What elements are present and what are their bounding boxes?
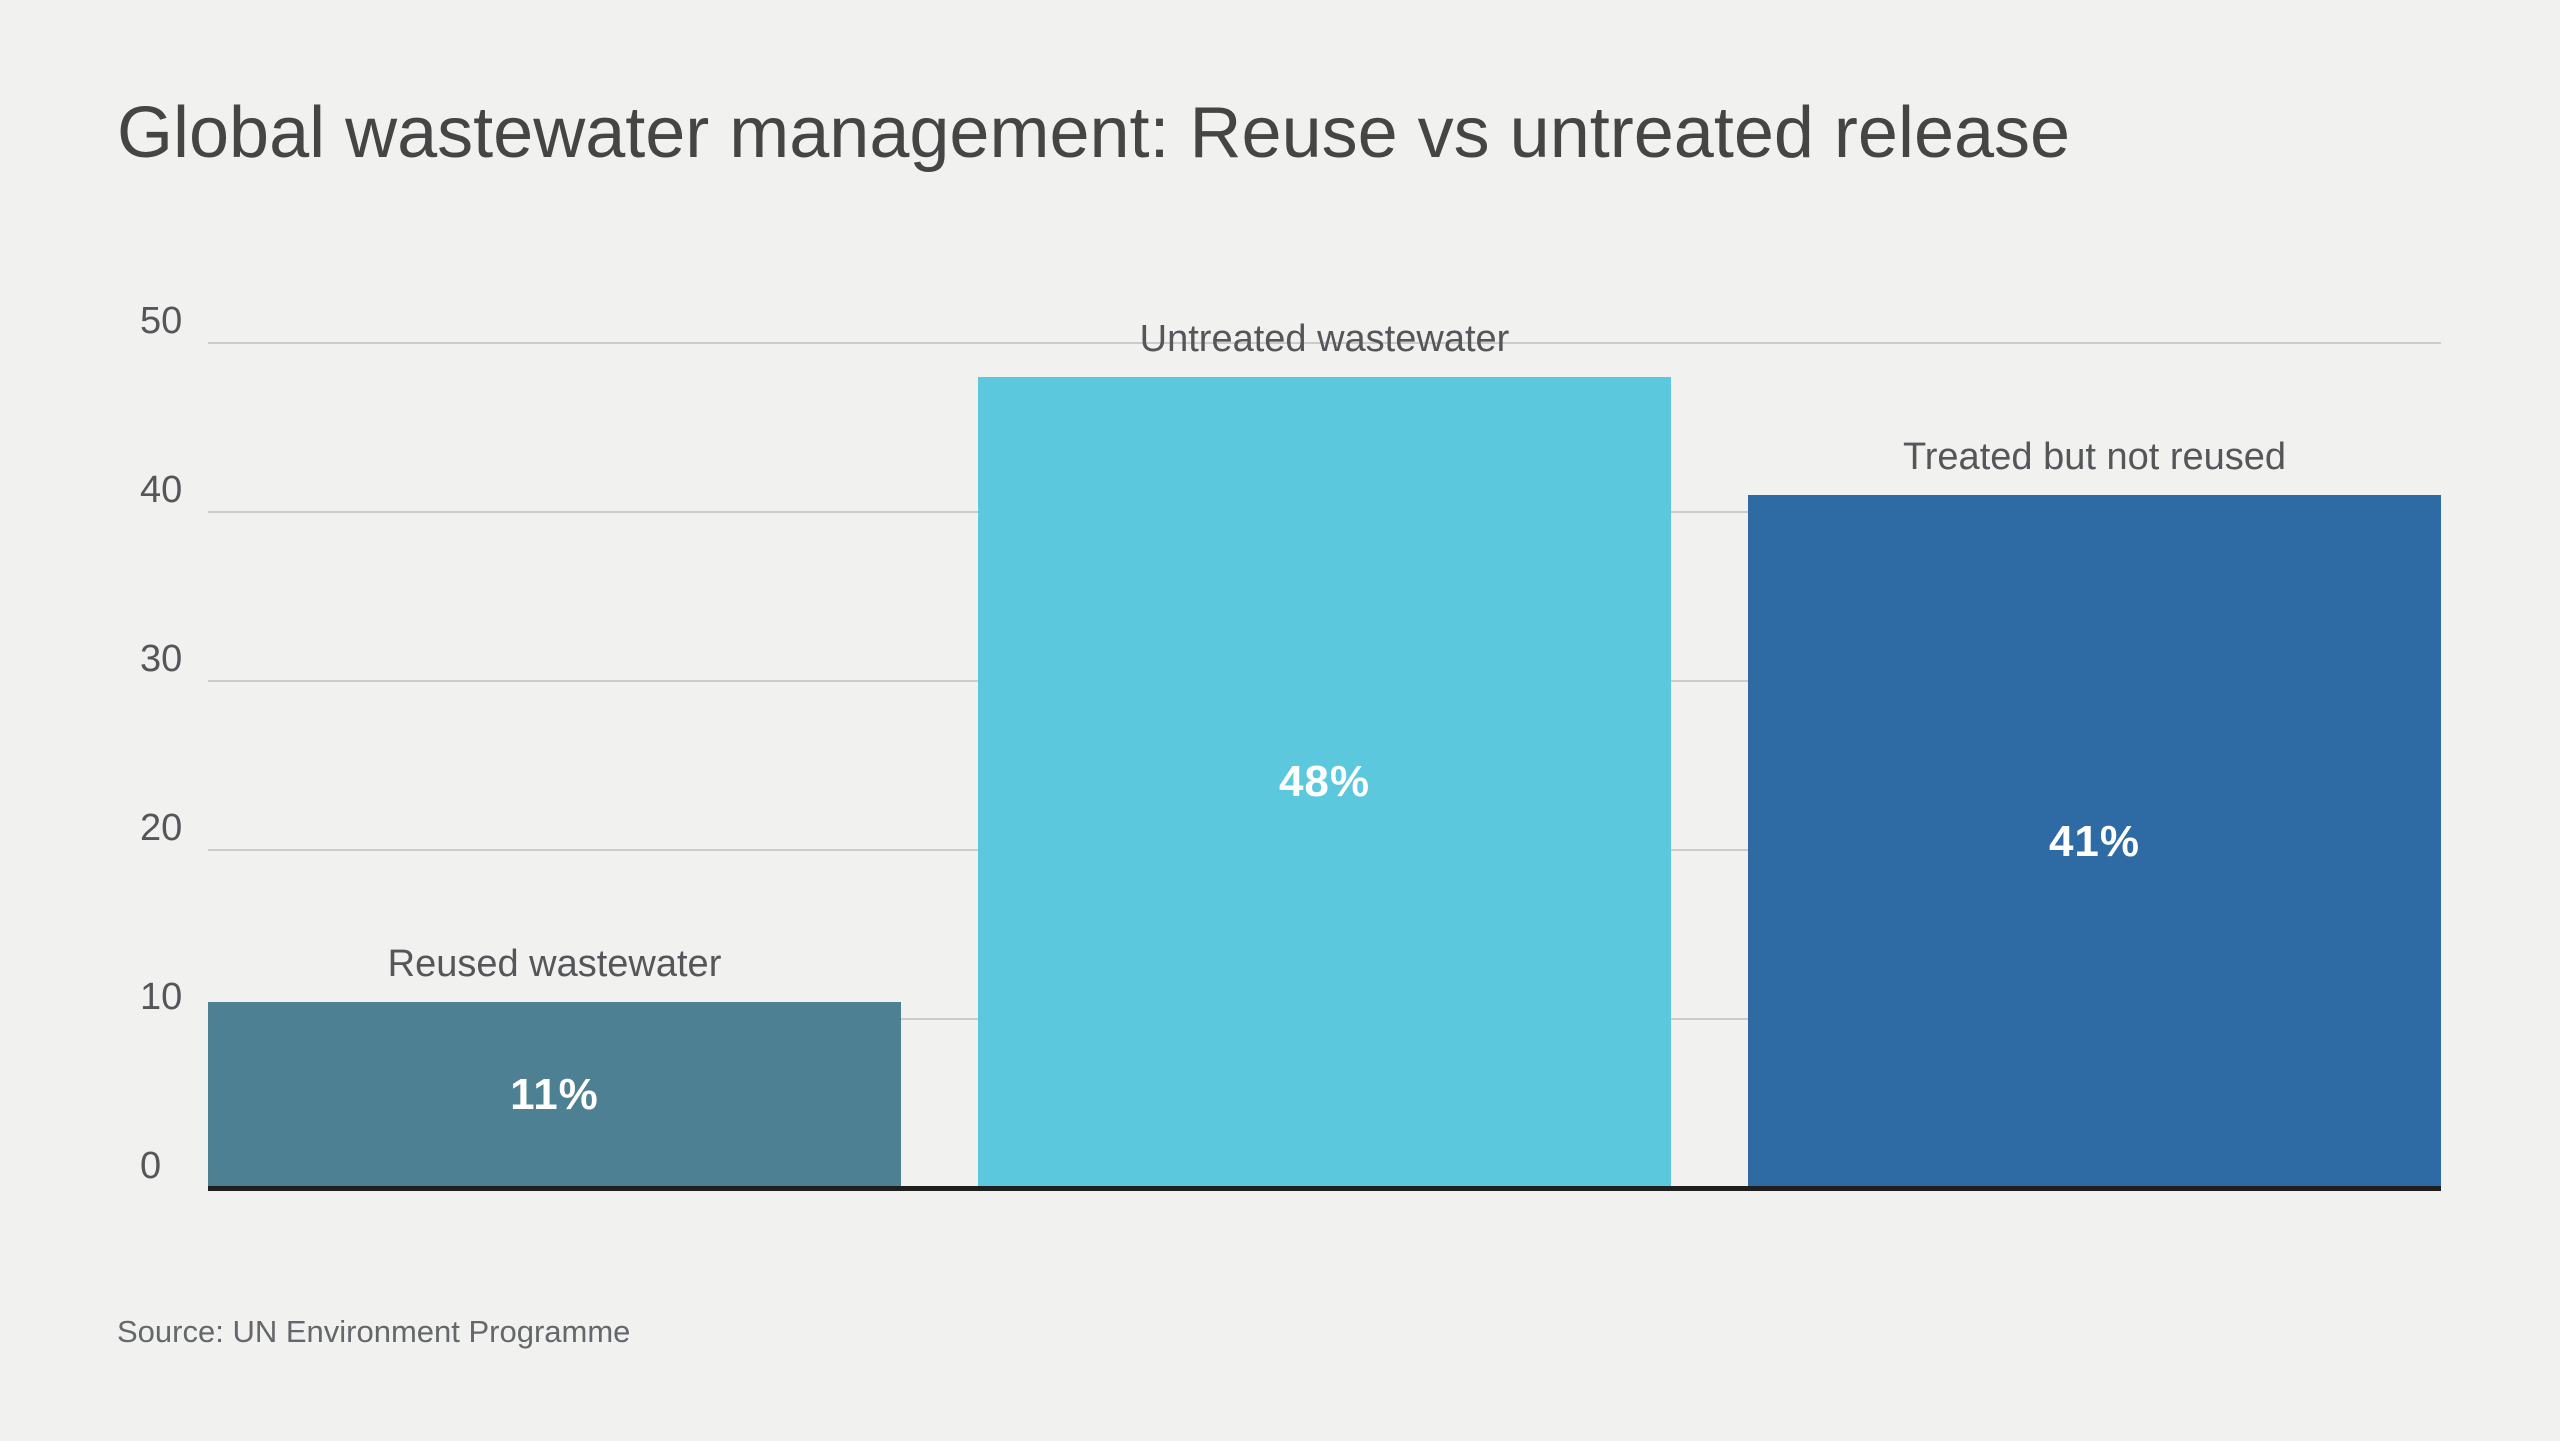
- category-label-reused-wastewater: Reused wastewater: [387, 943, 722, 986]
- bar-untreated-wastewater: 48%: [978, 376, 1671, 1188]
- y-axis-tick-label-50: 50: [140, 300, 183, 342]
- category-label-untreated-wastewater: Untreated wastewater: [1139, 318, 1510, 361]
- y-axis-tick-label-20: 20: [140, 807, 183, 849]
- chart-title: Global wastewater management: Reuse vs u…: [117, 93, 2071, 173]
- y-axis-tick-label-10: 10: [140, 976, 183, 1018]
- x-axis-line: [208, 1186, 2441, 1191]
- value-label-untreated-wastewater: 48%: [1278, 757, 1371, 807]
- source-note: Source: UN Environment Programme: [117, 1314, 631, 1349]
- value-label-treated-not-reused: 41%: [2048, 816, 2141, 866]
- bars-row: Reused wastewater 11% Untreated wastewat…: [208, 318, 2441, 1188]
- bar-treated-not-reused: 41%: [1748, 495, 2441, 1188]
- gridline-50: [208, 342, 2441, 344]
- y-axis-tick-label-40: 40: [140, 469, 183, 511]
- y-axis-tick-label-0: 0: [140, 1145, 162, 1187]
- value-label-reused-wastewater: 11%: [510, 1070, 599, 1120]
- category-label-treated-not-reused: Treated but not reused: [1902, 436, 2287, 479]
- bar-group-untreated-wastewater: Untreated wastewater 48%: [978, 318, 1671, 1188]
- y-axis-tick-label-30: 30: [140, 638, 183, 680]
- bar-reused-wastewater: 11%: [208, 1002, 901, 1188]
- bar-group-treated-not-reused: Treated but not reused 41%: [1748, 343, 2441, 1188]
- plot-area: Reused wastewater 11% Untreated wastewat…: [208, 318, 2441, 1191]
- bar-group-reused-wastewater: Reused wastewater 11%: [208, 343, 901, 1188]
